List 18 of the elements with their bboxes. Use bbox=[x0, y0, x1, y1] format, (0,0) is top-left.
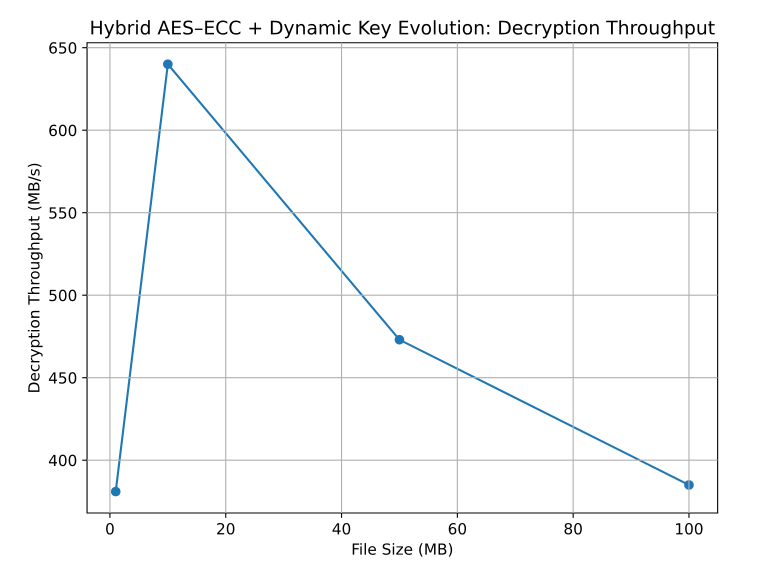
y-tick-label: 600 bbox=[49, 124, 76, 136]
y-axis-title: Decryption Throughput (MB/s) bbox=[28, 164, 43, 392]
x-tick-label: 0 bbox=[106, 522, 114, 535]
y-tick-label: 500 bbox=[49, 290, 76, 302]
y-tick-label: 650 bbox=[49, 42, 76, 54]
y-tick-label: 550 bbox=[49, 207, 76, 219]
x-axis-title: File Size (MB) bbox=[352, 543, 452, 557]
point bbox=[394, 334, 404, 345]
x-tick-label: 60 bbox=[448, 522, 466, 535]
y-tick-label: 400 bbox=[48, 454, 76, 466]
x-tick-label: 100 bbox=[676, 522, 703, 535]
x-tick-label: 80 bbox=[564, 522, 582, 535]
y-tick-label: 450 bbox=[48, 372, 76, 384]
chart-title: Hybrid AES–ECC + Dynamic Key Evolution: Decryption Throughput bbox=[91, 20, 715, 38]
point bbox=[110, 486, 121, 496]
x-tick-label: 20 bbox=[217, 522, 234, 535]
x-tick-label: 40 bbox=[332, 522, 350, 535]
point bbox=[162, 59, 173, 70]
